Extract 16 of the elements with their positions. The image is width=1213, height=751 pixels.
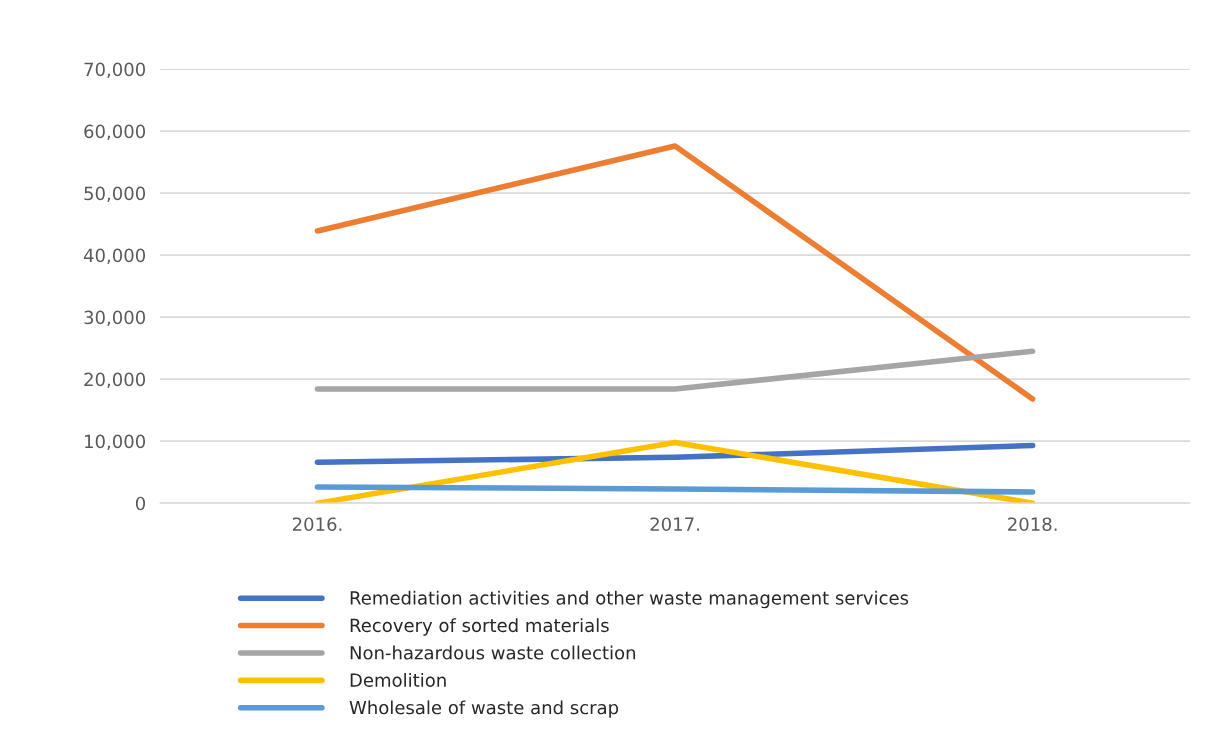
y-tick-label: 30,000 bbox=[84, 310, 146, 327]
legend-label: Recovery of sorted materials bbox=[350, 618, 609, 636]
y-tick-label: 20,000 bbox=[84, 372, 146, 389]
y-tick-label: 60,000 bbox=[84, 124, 146, 141]
legend-label: Non-hazardous waste collection bbox=[350, 645, 636, 660]
x-tick-label: 2017. bbox=[650, 517, 699, 532]
legend-label: Remediation activities and other waste management services bbox=[350, 590, 909, 609]
legend-label: Wholesale of waste and scrap bbox=[349, 700, 619, 718]
y-tick-label: 70,000 bbox=[84, 62, 146, 79]
x-tick-label: 2018. bbox=[1008, 517, 1057, 532]
y-tick-label: 10,000 bbox=[85, 434, 146, 451]
x-tick-label: 2016. bbox=[292, 517, 342, 532]
legend-label: Demolition bbox=[350, 672, 446, 687]
y-tick-label: 40,000 bbox=[83, 248, 146, 265]
y-tick-label: 50,000 bbox=[84, 186, 146, 203]
y-tick-label: 0 bbox=[135, 496, 146, 511]
